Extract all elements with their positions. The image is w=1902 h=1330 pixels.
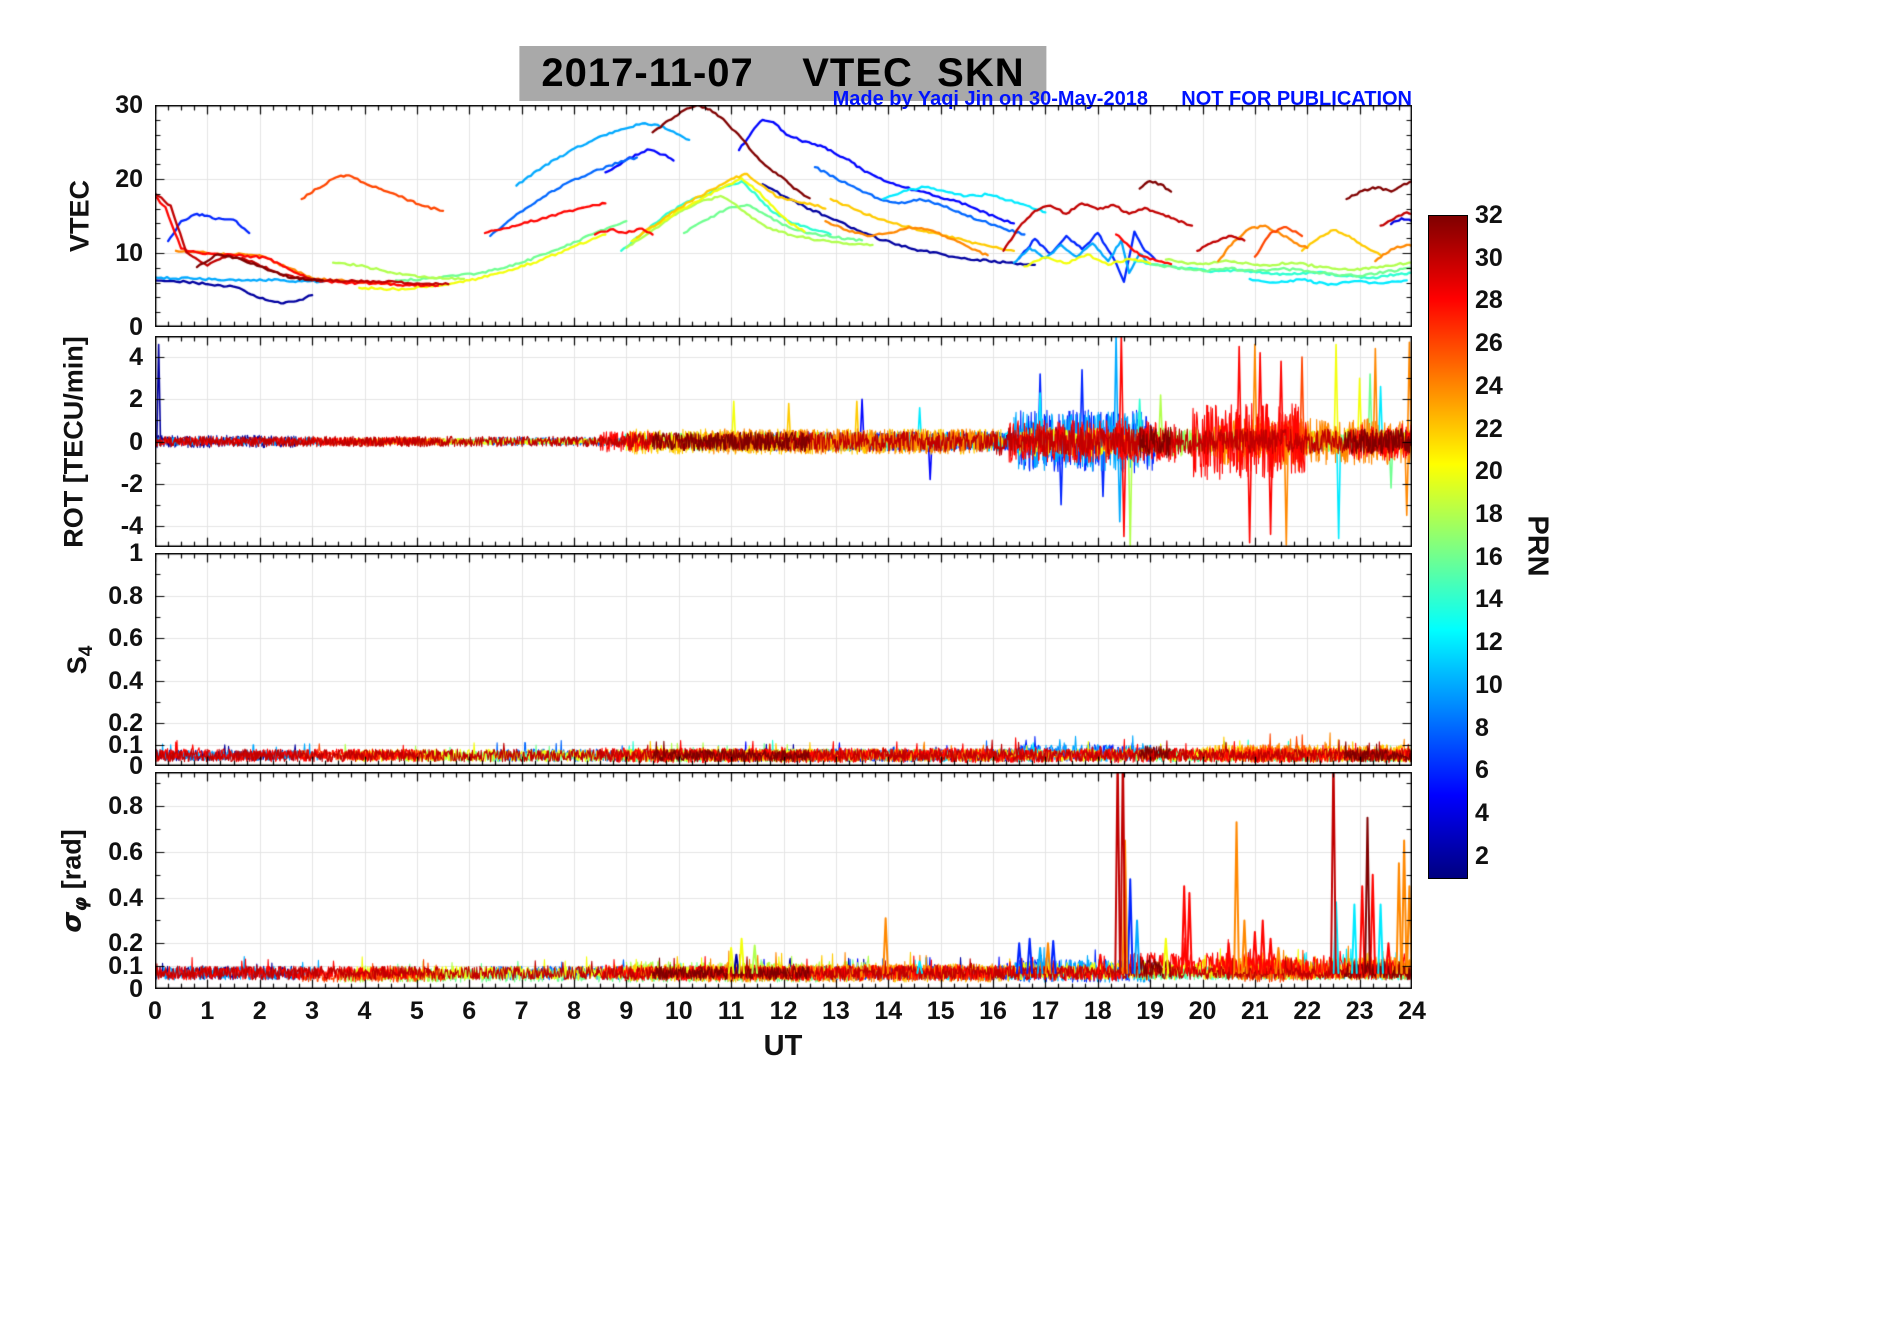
sigma-y-tick-label: 0.2 <box>108 929 143 958</box>
x-tick-label: 2 <box>252 997 267 1025</box>
x-tick-label: 10 <box>664 997 693 1025</box>
x-tick-label: 6 <box>462 997 477 1025</box>
x-tick-label: 17 <box>1031 997 1060 1025</box>
s4-y-tick-label: 0.1 <box>108 730 143 759</box>
rot-y-tick-label: -4 <box>120 511 143 540</box>
colorbar-tick-label: 14 <box>1475 585 1503 614</box>
x-tick-label: 12 <box>769 997 798 1025</box>
vtec-plot-canvas <box>155 105 1412 327</box>
x-axis-label: UT <box>763 1030 803 1062</box>
vtec-y-tick-label: 0 <box>129 313 143 341</box>
x-tick-label: 4 <box>357 997 372 1025</box>
colorbar-tick-label: 18 <box>1475 499 1503 528</box>
s4-y-tick-label: 0.8 <box>108 581 143 610</box>
colorbar-tick-label: 28 <box>1475 286 1503 315</box>
x-tick-label: 22 <box>1293 997 1322 1025</box>
colorbar-tick-label: 2 <box>1475 841 1489 870</box>
colorbar-tick-label: 22 <box>1475 414 1503 443</box>
rot-y-tick-label: 0 <box>129 427 143 456</box>
sigma-y-tick-label: 0.4 <box>108 883 143 912</box>
colorbar-tick-label: 16 <box>1475 542 1503 571</box>
colorbar <box>1428 215 1468 879</box>
colorbar-tick-label: 12 <box>1475 628 1503 657</box>
colorbar-tick-label: 10 <box>1475 670 1503 699</box>
s4-y-tick-label: 0.4 <box>108 666 143 695</box>
colorbar-tick-label: 24 <box>1475 371 1503 400</box>
s4-plot-canvas <box>155 553 1412 766</box>
s4-y-tick-label: 1 <box>129 539 143 567</box>
rot-y-tick-label: 2 <box>129 385 143 414</box>
s4-y-tick-label: 0.6 <box>108 624 143 653</box>
x-tick-label: 21 <box>1240 997 1269 1025</box>
x-tick-label: 13 <box>821 997 850 1025</box>
x-tick-label: 14 <box>874 997 903 1025</box>
sigma-y-tick-label: 0.1 <box>108 952 143 981</box>
x-tick-label: 24 <box>1398 997 1426 1025</box>
rot-y-tick-label: -2 <box>120 469 143 498</box>
x-tick-label: 3 <box>305 997 320 1025</box>
x-tick-label: 16 <box>979 997 1007 1025</box>
x-tick-label: 11 <box>717 997 745 1025</box>
vtec-y-tick-label: 10 <box>115 239 143 267</box>
colorbar-tick-label: 4 <box>1475 798 1489 827</box>
colorbar-tick-label: 32 <box>1475 201 1503 229</box>
x-tick-label: 7 <box>514 997 529 1025</box>
vtec-y-tick-label: 30 <box>115 91 143 119</box>
x-tick-label: 1 <box>200 997 215 1025</box>
s4-y-tick-label: 0.2 <box>108 709 143 738</box>
s4-y-tick-label: 0 <box>129 752 143 780</box>
x-tick-label: 9 <box>619 997 634 1025</box>
vtec-y-tick-label: 20 <box>115 165 143 193</box>
x-tick-label: 0 <box>148 997 162 1025</box>
rot-y-tick-label: 4 <box>129 343 143 372</box>
rot-plot-canvas <box>155 336 1412 547</box>
sigma-y-tick-label: 0 <box>129 975 143 1003</box>
x-tick-label: 5 <box>409 997 424 1025</box>
sigma-y-tick-label: 0.6 <box>108 837 143 866</box>
colorbar-tick-label: 6 <box>1475 756 1489 785</box>
sigma-y-tick-label: 0.8 <box>108 792 143 821</box>
x-tick-label: 23 <box>1345 997 1374 1025</box>
x-tick-label: 20 <box>1188 997 1217 1025</box>
sigma-plot-canvas <box>155 772 1412 989</box>
colorbar-tick-label: 26 <box>1475 329 1503 358</box>
colorbar-tick-label: 30 <box>1475 243 1503 272</box>
colorbar-tick-label: 20 <box>1475 457 1503 486</box>
credit-note: Made by Yaqi Jin on 30-May-2018 NOT FOR … <box>832 88 1412 110</box>
x-tick-label: 15 <box>926 997 955 1025</box>
x-tick-label: 19 <box>1136 997 1165 1025</box>
x-tick-label: 8 <box>567 997 581 1025</box>
figure-title: 2017-11-07 VTEC SKN <box>519 46 1047 101</box>
colorbar-tick-label: 8 <box>1475 713 1489 742</box>
x-tick-label: 18 <box>1083 997 1112 1025</box>
